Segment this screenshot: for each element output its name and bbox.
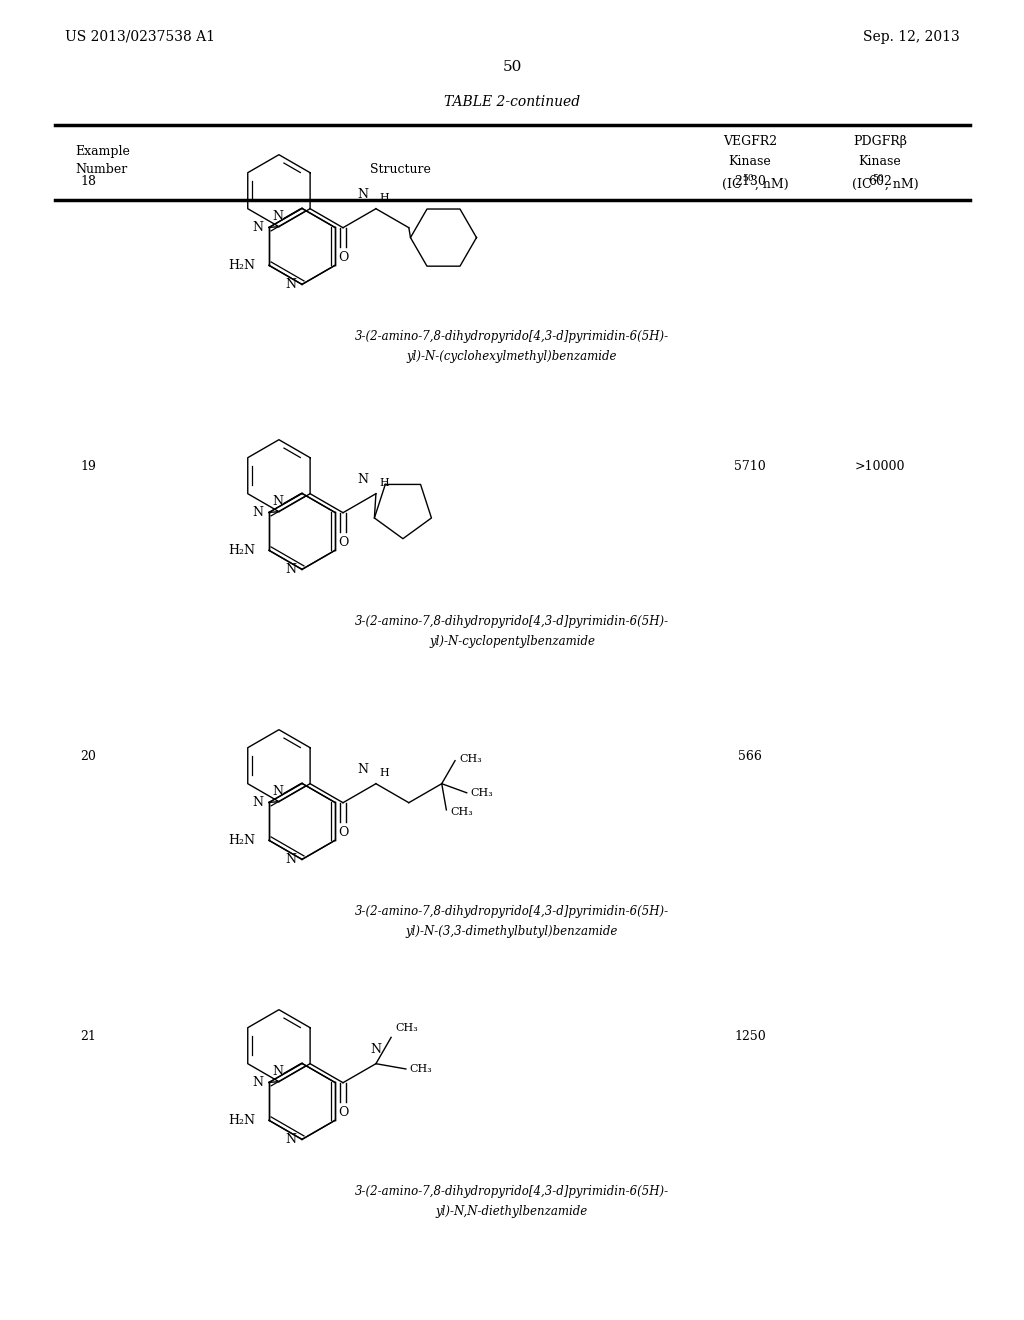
- Text: , nM): , nM): [885, 178, 919, 191]
- Text: 3-(2-amino-7,8-dihydropyrido[4,3-d]pyrimidin-6(5H)-: 3-(2-amino-7,8-dihydropyrido[4,3-d]pyrim…: [355, 1185, 669, 1199]
- Text: yl)-N-(3,3-dimethylbutyl)benzamide: yl)-N-(3,3-dimethylbutyl)benzamide: [406, 925, 618, 939]
- Text: N: N: [252, 796, 263, 809]
- Text: H: H: [379, 193, 389, 203]
- Text: N: N: [285, 853, 296, 866]
- Text: 19: 19: [80, 459, 96, 473]
- Text: O: O: [338, 536, 348, 549]
- Text: (IC: (IC: [722, 178, 741, 191]
- Text: O: O: [338, 826, 348, 838]
- Text: H: H: [379, 768, 389, 777]
- Text: CH₃: CH₃: [459, 754, 481, 764]
- Text: Structure: Structure: [370, 162, 430, 176]
- Text: N: N: [285, 562, 296, 576]
- Text: US 2013/0237538 A1: US 2013/0237538 A1: [65, 30, 215, 44]
- Text: 50: 50: [503, 59, 521, 74]
- Text: 18: 18: [80, 176, 96, 187]
- Text: H₂N: H₂N: [228, 834, 255, 847]
- Text: , nM): , nM): [755, 178, 788, 191]
- Text: O: O: [338, 1106, 348, 1118]
- Text: 50: 50: [742, 174, 754, 183]
- Text: N: N: [357, 473, 368, 486]
- Text: 566: 566: [738, 750, 762, 763]
- Text: Kinase: Kinase: [859, 154, 901, 168]
- Text: N: N: [272, 495, 283, 508]
- Text: H₂N: H₂N: [228, 1114, 255, 1127]
- Text: 602: 602: [868, 176, 892, 187]
- Text: >10000: >10000: [855, 459, 905, 473]
- Text: H₂N: H₂N: [228, 259, 255, 272]
- Text: yl)-N-(cyclohexylmethyl)benzamide: yl)-N-(cyclohexylmethyl)benzamide: [407, 350, 617, 363]
- Text: 5710: 5710: [734, 459, 766, 473]
- Text: N: N: [285, 279, 296, 290]
- Text: 1250: 1250: [734, 1030, 766, 1043]
- Text: N: N: [252, 1076, 263, 1089]
- Text: Number: Number: [75, 162, 127, 176]
- Text: N: N: [272, 785, 283, 799]
- Text: 3-(2-amino-7,8-dihydropyrido[4,3-d]pyrimidin-6(5H)-: 3-(2-amino-7,8-dihydropyrido[4,3-d]pyrim…: [355, 615, 669, 628]
- Text: PDGFRβ: PDGFRβ: [853, 135, 907, 148]
- Text: Example: Example: [75, 145, 130, 158]
- Text: 2130: 2130: [734, 176, 766, 187]
- Text: N: N: [285, 1133, 296, 1146]
- Text: O: O: [338, 251, 348, 264]
- Text: N: N: [252, 220, 263, 234]
- Text: 3-(2-amino-7,8-dihydropyrido[4,3-d]pyrimidin-6(5H)-: 3-(2-amino-7,8-dihydropyrido[4,3-d]pyrim…: [355, 330, 669, 343]
- Text: yl)-N-cyclopentylbenzamide: yl)-N-cyclopentylbenzamide: [429, 635, 595, 648]
- Text: CH₃: CH₃: [395, 1023, 418, 1034]
- Text: H: H: [379, 478, 389, 487]
- Text: H₂N: H₂N: [228, 544, 255, 557]
- Text: Kinase: Kinase: [729, 154, 771, 168]
- Text: CH₃: CH₃: [410, 1064, 432, 1074]
- Text: N: N: [272, 1065, 283, 1078]
- Text: N: N: [272, 210, 283, 223]
- Text: Sep. 12, 2013: Sep. 12, 2013: [863, 30, 961, 44]
- Text: TABLE 2-continued: TABLE 2-continued: [444, 95, 580, 110]
- Text: 3-(2-amino-7,8-dihydropyrido[4,3-d]pyrimidin-6(5H)-: 3-(2-amino-7,8-dihydropyrido[4,3-d]pyrim…: [355, 906, 669, 917]
- Text: N: N: [252, 506, 263, 519]
- Text: CH₃: CH₃: [451, 807, 473, 817]
- Text: 20: 20: [80, 750, 96, 763]
- Text: VEGFR2: VEGFR2: [723, 135, 777, 148]
- Text: 21: 21: [80, 1030, 96, 1043]
- Text: CH₃: CH₃: [471, 788, 494, 797]
- Text: (IC: (IC: [852, 178, 871, 191]
- Text: 50: 50: [872, 174, 884, 183]
- Text: N: N: [371, 1043, 381, 1056]
- Text: N: N: [357, 763, 368, 776]
- Text: yl)-N,N-diethylbenzamide: yl)-N,N-diethylbenzamide: [436, 1205, 588, 1218]
- Text: N: N: [357, 187, 368, 201]
